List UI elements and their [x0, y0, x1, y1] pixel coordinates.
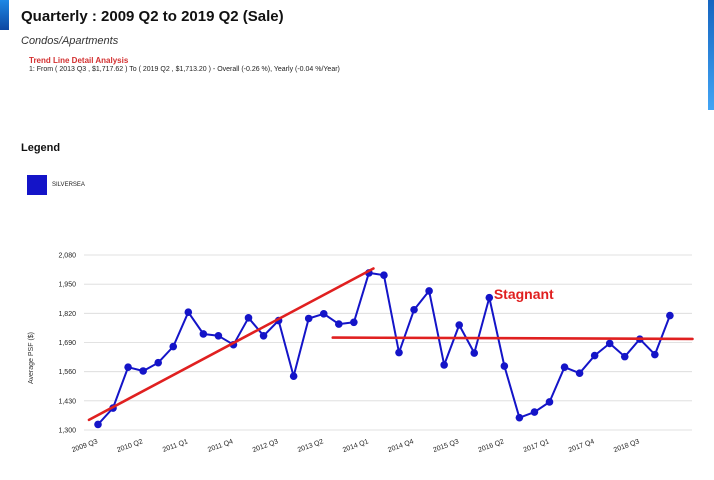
data-point[interactable] [184, 308, 193, 317]
data-point[interactable] [395, 348, 403, 357]
trend-line-heading: Trend Line Detail Analysis [29, 56, 129, 65]
data-point[interactable] [575, 369, 584, 378]
x-tick-label: 2011 Q1 [162, 438, 189, 454]
data-point[interactable] [380, 271, 388, 279]
x-axis-ticks: 2009 Q3 2010 Q2 2011 Q1 2011 Q4 2012 Q3 2013 … [71, 438, 641, 454]
y-tick-label: 1,560 [58, 369, 76, 376]
data-point[interactable] [560, 363, 569, 371]
x-tick-label: 2018 Q3 [613, 438, 641, 454]
data-point[interactable] [139, 367, 147, 375]
property-type-subtitle: Condos/Apartments [21, 35, 119, 47]
data-point[interactable] [455, 321, 464, 329]
x-tick-label: 2010 Q2 [116, 438, 144, 454]
rising-trend-line [87, 267, 375, 422]
legend-title: Legend [21, 142, 61, 154]
series-line-silversea [97, 271, 671, 426]
x-tick-label: 2011 Q4 [207, 438, 234, 454]
x-tick-label: 2012 Q3 [252, 438, 280, 454]
data-point[interactable] [350, 318, 358, 327]
data-point[interactable] [515, 413, 524, 422]
chart-annotations: Stagnant [494, 286, 554, 302]
data-point[interactable] [500, 362, 509, 370]
legend-label-silversea: SILVERSEA [52, 182, 85, 188]
data-point[interactable] [530, 408, 539, 416]
y-tick-label: 1,690 [58, 340, 76, 347]
x-tick-label: 2017 Q4 [568, 438, 596, 454]
page-title: Quarterly : 2009 Q2 to 2019 Q2 (Sale) [21, 8, 284, 25]
data-point[interactable] [289, 372, 298, 380]
y-axis-label: Average PSF ($) [28, 332, 35, 384]
data-point[interactable] [545, 398, 554, 406]
y-axis-ticks: 2,080 1,950 1,820 1,690 1,560 1,430 1,300 [58, 253, 76, 435]
data-point[interactable] [470, 349, 479, 357]
data-point[interactable] [620, 352, 629, 361]
stagnant-annotation: Stagnant [494, 286, 554, 302]
y-tick-label: 1,950 [58, 282, 76, 289]
data-point[interactable] [199, 330, 208, 338]
x-tick-label: 2016 Q2 [477, 438, 505, 454]
data-point[interactable] [410, 305, 418, 314]
trend-line-detail: 1: From ( 2013 Q3 , $1,717.62 ) To ( 201… [29, 66, 340, 73]
x-tick-label: 2014 Q1 [342, 438, 370, 454]
y-tick-label: 1,820 [58, 311, 76, 318]
y-tick-label: 1,430 [58, 398, 76, 405]
x-tick-label: 2015 Q3 [432, 438, 460, 454]
y-tick-label: 1,300 [58, 428, 76, 435]
data-point[interactable] [169, 342, 178, 351]
data-point[interactable] [440, 361, 448, 369]
data-point[interactable] [319, 309, 328, 318]
x-tick-label: 2013 Q2 [297, 438, 325, 454]
data-point[interactable] [214, 331, 223, 340]
legend-swatch-silversea[interactable] [27, 175, 47, 195]
y-tick-label: 2,080 [58, 253, 76, 260]
data-point[interactable] [244, 314, 253, 322]
left-edge-accent [0, 0, 9, 30]
flat-trend-line [331, 336, 694, 341]
data-point[interactable] [485, 293, 494, 302]
data-point[interactable] [94, 420, 102, 429]
x-tick-label: 2017 Q1 [523, 438, 551, 454]
data-point[interactable] [651, 350, 659, 359]
data-point[interactable] [304, 314, 313, 323]
chart-series [94, 269, 674, 429]
data-point[interactable] [666, 311, 674, 320]
trend-overlays [87, 267, 694, 422]
data-point[interactable] [590, 351, 599, 360]
data-point[interactable] [124, 363, 132, 371]
data-point[interactable] [605, 339, 614, 348]
x-tick-label: 2009 Q3 [71, 438, 99, 454]
price-trend-chart: 2,080 1,950 1,820 1,690 1,560 1,430 1,300 2009… [28, 253, 694, 454]
data-point[interactable] [154, 358, 162, 367]
data-point[interactable] [425, 287, 433, 295]
x-tick-label: 2014 Q4 [387, 438, 415, 454]
right-edge-accent [708, 0, 714, 110]
data-point[interactable] [335, 320, 343, 328]
data-point[interactable] [259, 331, 268, 340]
